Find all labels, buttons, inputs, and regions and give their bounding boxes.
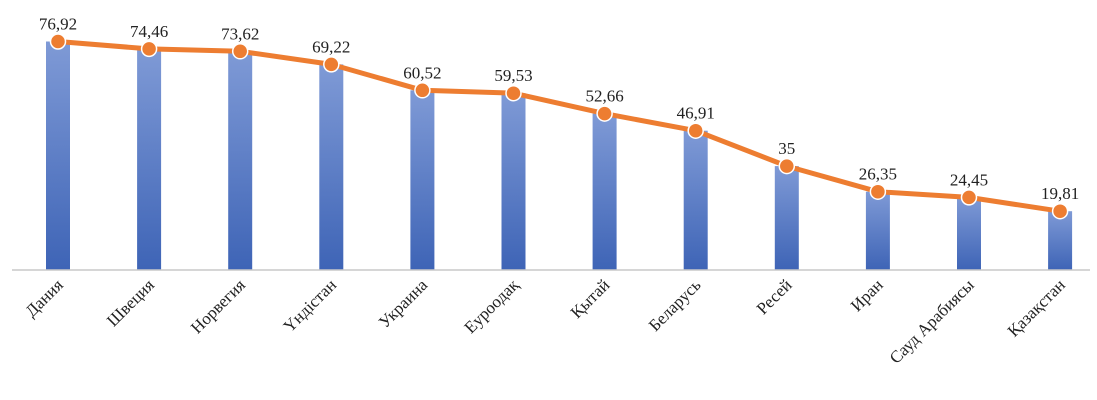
category-label-11: Қазақстан bbox=[1004, 275, 1069, 340]
markers-layer bbox=[49, 33, 1069, 220]
category-label-2: Норвегия bbox=[187, 275, 249, 337]
line-marker-8 bbox=[778, 157, 796, 175]
value-label-10: 24,45 bbox=[950, 170, 988, 189]
value-label-5: 59,53 bbox=[494, 66, 532, 85]
line-marker-5 bbox=[505, 84, 522, 102]
category-label-5: Еуроодақ bbox=[461, 275, 523, 337]
value-label-2: 73,62 bbox=[221, 24, 259, 43]
line-marker-6 bbox=[596, 105, 613, 122]
bar-8 bbox=[774, 166, 799, 270]
bar-9 bbox=[865, 191, 890, 270]
value-label-4: 60,52 bbox=[403, 63, 441, 82]
value-label-8: 35 bbox=[778, 139, 795, 158]
category-label-7: Беларусь bbox=[645, 275, 705, 335]
trend-line bbox=[55, 39, 1063, 214]
category-label-6: Қытай bbox=[567, 275, 614, 322]
bar-10 bbox=[957, 197, 981, 270]
bar-5 bbox=[501, 93, 526, 270]
bar-6 bbox=[592, 113, 617, 270]
category-labels-layer: Дания Швеция Норвегия Үндістан Украина Еуроод… bbox=[21, 275, 1068, 368]
line-marker-2 bbox=[231, 43, 249, 60]
line-marker-9 bbox=[869, 183, 887, 200]
bar-4 bbox=[410, 90, 435, 270]
category-label-3: Үндістан bbox=[280, 275, 341, 336]
bar-7 bbox=[683, 130, 708, 270]
bars-layer bbox=[46, 41, 1073, 271]
line-marker-3 bbox=[323, 56, 340, 73]
value-label-6: 52,66 bbox=[585, 87, 623, 106]
line-marker-4 bbox=[414, 82, 431, 99]
line-marker-11 bbox=[1051, 202, 1069, 220]
bar-11 bbox=[1048, 211, 1073, 270]
value-label-3: 69,22 bbox=[312, 37, 350, 56]
value-label-11: 19,81 bbox=[1041, 184, 1079, 203]
line-marker-1 bbox=[140, 40, 158, 58]
bar-2 bbox=[228, 51, 253, 270]
value-label-7: 46,91 bbox=[677, 104, 715, 123]
line-marker-7 bbox=[687, 122, 704, 139]
value-label-9: 26,35 bbox=[859, 165, 897, 184]
category-label-4: Украина bbox=[375, 275, 432, 332]
bar-1 bbox=[137, 48, 162, 271]
bar-0 bbox=[46, 41, 70, 270]
line-marker-0 bbox=[49, 33, 67, 50]
value-labels-layer: 76,92 74,46 73,62 69,22 60,52 59,53 52,66 46,91… bbox=[39, 15, 1079, 204]
category-label-1: Швеция bbox=[103, 275, 158, 330]
category-label-10: Сауд Арабиясы bbox=[886, 275, 978, 367]
line-marker-10 bbox=[960, 189, 978, 206]
category-label-9: Иран bbox=[847, 275, 887, 315]
category-label-8: Ресей bbox=[753, 275, 796, 318]
value-label-1: 74,46 bbox=[130, 22, 168, 41]
category-label-0: Дания bbox=[21, 275, 66, 320]
value-label-0: 76,92 bbox=[39, 15, 77, 34]
bar-3 bbox=[319, 64, 344, 271]
